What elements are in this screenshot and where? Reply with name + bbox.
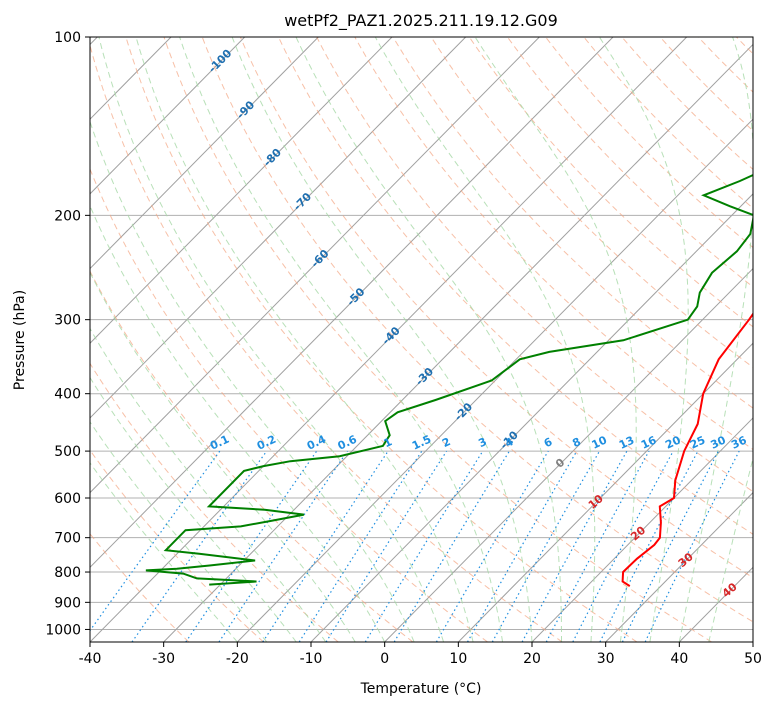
- mixing-ratio-label: 10: [590, 433, 610, 451]
- moist-adiabat-line: [708, 456, 753, 642]
- dry-adiabat-line: [90, 449, 264, 642]
- isotherm-line: [90, 37, 319, 270]
- mixing-ratio-label: 30: [709, 433, 729, 451]
- moist-adiabat-line: [90, 421, 268, 642]
- dry-adiabat-line: [583, 37, 753, 209]
- mixing-ratio-line: [393, 450, 510, 642]
- moist-adiabat-line: [374, 37, 596, 642]
- mixing-ratio-label: 13: [617, 434, 636, 452]
- isotherm-line: [605, 491, 753, 642]
- mixing-ratio-label: 20: [663, 433, 683, 451]
- moist-adiabat-line: [90, 204, 386, 642]
- dry-adiabat-line: [239, 37, 753, 579]
- mixing-ratio-line: [435, 450, 549, 642]
- y-tick-label: 500: [54, 444, 81, 460]
- y-tick-label: 100: [54, 30, 81, 46]
- mixing-ratio-label: 36: [729, 433, 749, 451]
- moist-adiabat-line: [98, 37, 445, 642]
- moist-adiabat-line: [179, 37, 503, 642]
- plot-frame: [89, 36, 754, 643]
- y-tick-label: 700: [54, 531, 81, 547]
- x-tick-label: 50: [744, 651, 762, 667]
- mixing-ratio-line: [325, 450, 448, 642]
- isotherm-line: [384, 267, 753, 642]
- dry-adiabat-line: [278, 37, 753, 535]
- isotherm-line: [531, 417, 753, 642]
- mixing-ratio-line: [521, 450, 628, 642]
- x-tick-label: -20: [226, 651, 249, 667]
- moist-adiabat-line: [678, 37, 753, 642]
- dry-adiabat-line: [125, 37, 638, 642]
- mixing-ratio-line: [545, 450, 650, 642]
- moist-adiabat-line: [474, 37, 637, 642]
- x-tick-label: 40: [670, 651, 688, 667]
- y-tick-label: 900: [54, 595, 81, 611]
- x-tick-label: 30: [597, 651, 615, 667]
- mixing-ratio-line: [131, 450, 268, 642]
- moist-adiabat-line: [135, 37, 474, 642]
- y-tick-label: 800: [54, 565, 81, 581]
- isotherm-line: [90, 37, 467, 419]
- dry-adiabat-line: [545, 37, 753, 249]
- moist-adiabat-line: [90, 376, 297, 642]
- mixing-ratio-line: [298, 450, 423, 642]
- dry-adiabat-line: [90, 167, 488, 642]
- isotherm-line: [236, 118, 753, 642]
- isotherm-line: [163, 43, 753, 642]
- isotherm-line: [90, 37, 614, 569]
- isotherm-line: [90, 37, 393, 344]
- x-tick-label: 20: [523, 651, 541, 667]
- isotherm-line: [90, 37, 688, 642]
- moist-adiabat-line: [231, 37, 533, 642]
- y-tick-label: 1000: [45, 622, 81, 638]
- moist-adiabat-line: [90, 120, 415, 642]
- dewpoint-profile-line: [145, 173, 753, 586]
- moist-adiabat-line: [90, 271, 356, 642]
- isotherm-line: [90, 37, 246, 195]
- y-tick-label: 600: [54, 491, 81, 507]
- isotherm-line: [90, 37, 540, 494]
- moist-adiabat-line: [90, 462, 238, 642]
- y-tick-label: 200: [54, 208, 81, 224]
- dry-adiabat-line: [468, 37, 753, 328]
- temperature-profile-line: [621, 312, 753, 587]
- moist-adiabat-line: [598, 37, 689, 642]
- axes: -40 -30 -20 -10 0 10 20 30 40 50 100 200 300 400 500 60…: [45, 30, 762, 667]
- dry-adiabat-line: [201, 37, 753, 623]
- x-tick-label: -40: [79, 651, 102, 667]
- mixing-ratio-line: [364, 450, 484, 642]
- mixing-ratio-line: [491, 450, 601, 642]
- mixing-ratio-label: 16: [639, 433, 659, 451]
- chart-title: wetPf2_PAZ1.2025.211.19.12.G09: [284, 11, 558, 31]
- y-tick-label: 300: [54, 313, 81, 329]
- mixing-ratio-line: [90, 450, 221, 632]
- dry-adiabat-line: [430, 37, 753, 368]
- mixing-ratio-line: [466, 450, 578, 642]
- x-tick-label: -10: [300, 651, 323, 667]
- y-axis-title: Pressure (hPa): [12, 290, 28, 390]
- dry-adiabat-line: [90, 270, 414, 642]
- moist-adiabat-line: [295, 37, 562, 642]
- plot-area: [90, 37, 753, 642]
- dry-adiabat-line: [163, 37, 712, 642]
- y-tick-label: 400: [54, 387, 81, 403]
- mixing-ratio-label: 25: [688, 434, 707, 452]
- dry-adiabat-line: [392, 37, 753, 409]
- x-tick-label: -30: [152, 651, 175, 667]
- dry-adiabat-line: [354, 37, 753, 451]
- x-tick-label: 10: [449, 651, 467, 667]
- x-tick-label: 0: [380, 651, 389, 667]
- moist-adiabat-line: [90, 327, 327, 642]
- mixing-ratio-line: [262, 450, 389, 642]
- x-axis-title: Temperature (°C): [360, 681, 482, 697]
